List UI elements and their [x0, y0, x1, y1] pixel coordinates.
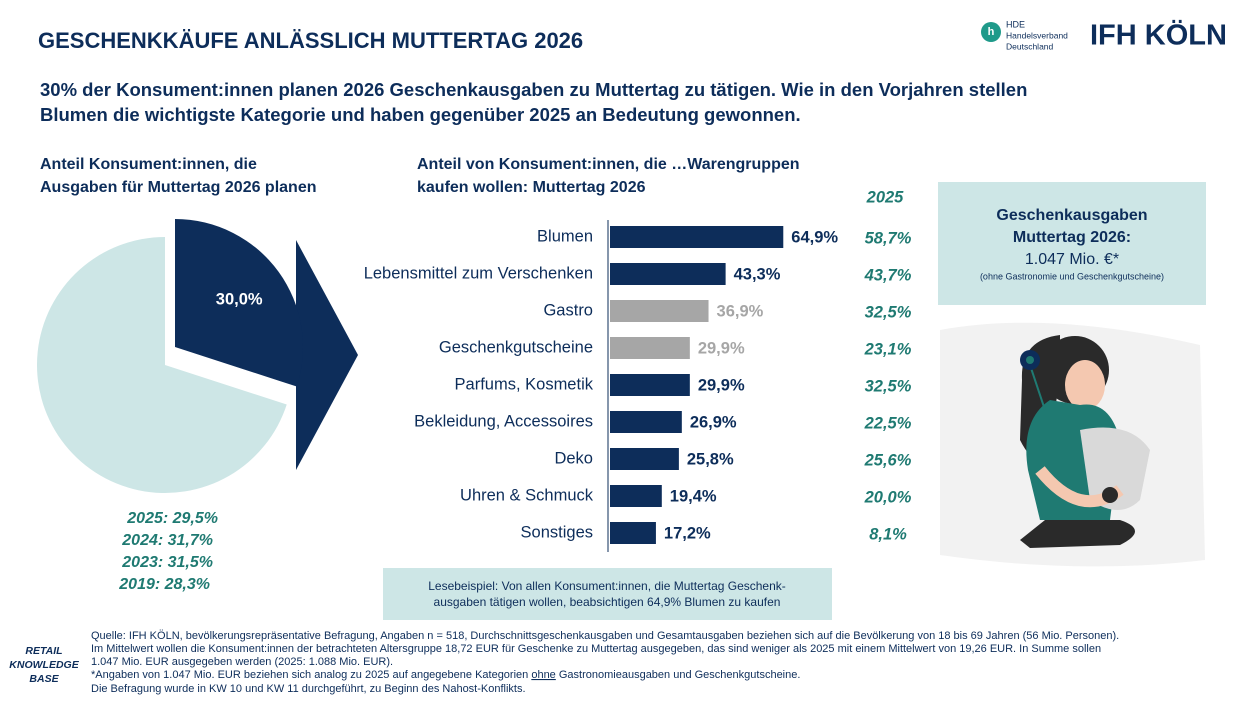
bar	[610, 374, 690, 396]
arrow	[296, 240, 358, 470]
logo-hde-text: HDE	[1006, 19, 1025, 29]
info-box	[938, 182, 1206, 305]
comparison-title: 2025	[866, 188, 905, 206]
history-value: 2025: 29,5%	[126, 510, 218, 527]
pie-label: 30,0%	[216, 291, 263, 309]
bar	[610, 448, 679, 470]
info-note: (ohne Gastronomie und Geschenkgutscheine…	[980, 271, 1164, 281]
source-note-part: *Angaben von 1.047 Mio. EUR beziehen sic…	[91, 669, 531, 681]
category-label: Gastro	[543, 301, 593, 319]
logo-hde-text: Deutschland	[1006, 41, 1054, 51]
reading-example: ausgaben tätigen wollen, beabsichtigen 6…	[434, 595, 781, 609]
bar	[610, 300, 709, 322]
history-value: 2019: 28,3%	[118, 576, 210, 593]
value-label: 19,4%	[670, 487, 717, 505]
category-label: Geschenkgutscheine	[439, 338, 593, 356]
page-title: GESCHENKKÄUFE ANLÄSSLICH MUTTERTAG 2026	[38, 28, 583, 53]
reading-example-box	[383, 568, 832, 620]
comparison-value: 22,5%	[864, 414, 912, 432]
comparison-value: 8,1%	[869, 525, 907, 543]
logo-ifh: IFH KÖLN	[1090, 19, 1227, 52]
badge-text: RETAIL	[25, 645, 62, 657]
source-line: Die Befragung wurde in KW 10 und KW 11 d…	[91, 683, 526, 695]
category-label: Lebensmittel zum Verschenken	[364, 264, 593, 282]
history-value: 2024: 31,7%	[121, 532, 213, 549]
category-label: Sonstiges	[521, 523, 593, 541]
history-value: 2023: 31,5%	[121, 554, 213, 571]
category-label: Blumen	[537, 227, 593, 245]
info-title: Muttertag 2026:	[1013, 229, 1131, 246]
pie-slice	[175, 219, 303, 387]
value-label: 29,9%	[698, 376, 745, 394]
bar	[610, 485, 662, 507]
subtitle: Blumen die wichtigste Kategorie und habe…	[40, 104, 801, 125]
source-line: Im Mittelwert wollen die Konsument:innen…	[91, 643, 1101, 655]
bar	[610, 522, 656, 544]
value-label: 64,9%	[791, 228, 838, 246]
bar	[610, 337, 690, 359]
value-label: 36,9%	[717, 302, 764, 320]
subtitle: 30% der Konsument:innen planen 2026 Gesc…	[40, 79, 1027, 100]
chart-title: kaufen wollen: Muttertag 2026	[417, 179, 646, 196]
info-value: 1.047 Mio. €*	[1025, 251, 1119, 268]
reading-example: Lesebeispiel: Von allen Konsument:innen,…	[428, 579, 786, 593]
category-label: Parfums, Kosmetik	[455, 375, 594, 393]
illustration	[940, 322, 1205, 567]
pie-slice	[36, 237, 287, 493]
source-note-part: Gastronomieausgaben und Geschenkgutschei…	[556, 669, 801, 681]
value-label: 17,2%	[664, 524, 711, 542]
category-label: Deko	[554, 449, 593, 467]
comparison-value: 43,7%	[864, 266, 912, 284]
logo-hde-text: Handelsverband	[1006, 30, 1068, 40]
source-note-part: ohne	[531, 669, 555, 681]
value-label: 25,8%	[687, 450, 734, 468]
source-note: *Angaben von 1.047 Mio. EUR beziehen sic…	[91, 669, 800, 681]
category-label: Uhren & Schmuck	[460, 486, 594, 504]
bar	[610, 411, 682, 433]
badge-text: BASE	[29, 673, 59, 685]
category-label: Bekleidung, Accessoires	[414, 412, 593, 430]
info-title: Geschenkausgaben	[996, 207, 1147, 224]
badge-text: KNOWLEDGE	[9, 659, 79, 671]
bar	[610, 263, 726, 285]
svg-text:h: h	[988, 26, 995, 38]
comparison-value: 32,5%	[865, 377, 912, 395]
chart-title: Anteil Konsument:innen, die	[40, 156, 257, 173]
value-label: 26,9%	[690, 413, 737, 431]
comparison-value: 25,6%	[864, 451, 912, 469]
chart-title: Anteil von Konsument:innen, die …Warengr…	[417, 156, 800, 173]
bar	[610, 226, 784, 248]
comparison-value: 20,0%	[864, 488, 912, 506]
comparison-value: 58,7%	[865, 229, 912, 247]
source-line: 1.047 Mio. EUR ausgegeben werden (2025: …	[91, 656, 393, 668]
value-label: 43,3%	[734, 265, 781, 283]
chart-title: Ausgaben für Muttertag 2026 planen	[40, 179, 317, 196]
logo-hde: h	[981, 22, 1001, 42]
source-line: Quelle: IFH KÖLN, bevölkerungsrepräsenta…	[91, 630, 1119, 642]
comparison-value: 23,1%	[864, 340, 912, 358]
comparison-value: 32,5%	[865, 303, 912, 321]
value-label: 29,9%	[698, 339, 745, 357]
